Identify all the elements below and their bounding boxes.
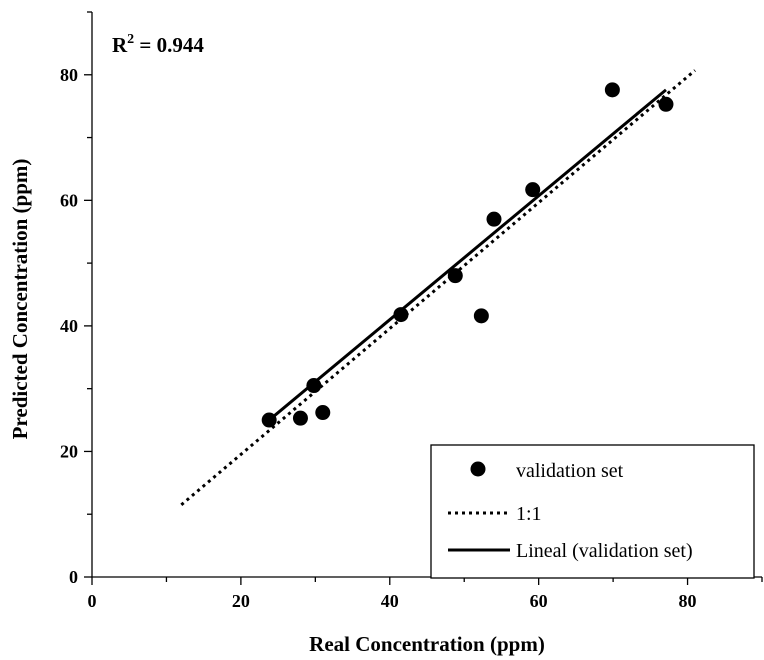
legend-label-validation-set: validation set: [516, 460, 624, 482]
y-axis-title: Predicted Concentration (ppm): [8, 159, 32, 440]
data-point: [658, 96, 674, 112]
r2-annotation: R2 = 0.944: [112, 32, 204, 57]
data-point: [604, 82, 620, 98]
data-point: [315, 405, 331, 421]
legend-marker-validation-set: [470, 461, 486, 477]
r2-prefix: R: [112, 33, 128, 57]
x-tick-label: 40: [381, 591, 399, 611]
series-lines: [180, 69, 696, 506]
data-point: [292, 410, 308, 426]
legend-label-lineal: Lineal (validation set): [516, 540, 693, 562]
r2-equals: =: [134, 33, 156, 57]
x-tick-label: 80: [679, 591, 697, 611]
tick-labels: 0 20 40 60 80 0 20 40 60 80: [60, 65, 697, 611]
data-point: [486, 211, 502, 227]
data-point: [473, 308, 489, 324]
y-tick-label: 60: [60, 190, 78, 210]
legend: validation set 1:1 Lineal (validation se…: [430, 444, 755, 579]
y-tick-label: 20: [60, 441, 78, 461]
data-point: [447, 268, 463, 284]
r2-value: 0.944: [157, 33, 205, 57]
data-point: [525, 182, 541, 198]
x-tick-label: 60: [530, 591, 548, 611]
identity-line: [180, 69, 696, 506]
data-point: [261, 412, 277, 428]
y-tick-label: 80: [60, 65, 78, 85]
x-tick-label: 0: [88, 591, 97, 611]
y-tick-label: 0: [69, 567, 78, 587]
regression-line: [268, 88, 667, 422]
x-axis-title: Real Concentration (ppm): [309, 632, 545, 656]
data-points: [261, 82, 674, 428]
r2-superscript: 2: [127, 32, 134, 47]
legend-label-1-1: 1:1: [516, 503, 542, 525]
data-point: [393, 307, 409, 323]
y-tick-label: 40: [60, 316, 78, 336]
x-tick-label: 20: [232, 591, 250, 611]
data-point: [306, 378, 322, 394]
